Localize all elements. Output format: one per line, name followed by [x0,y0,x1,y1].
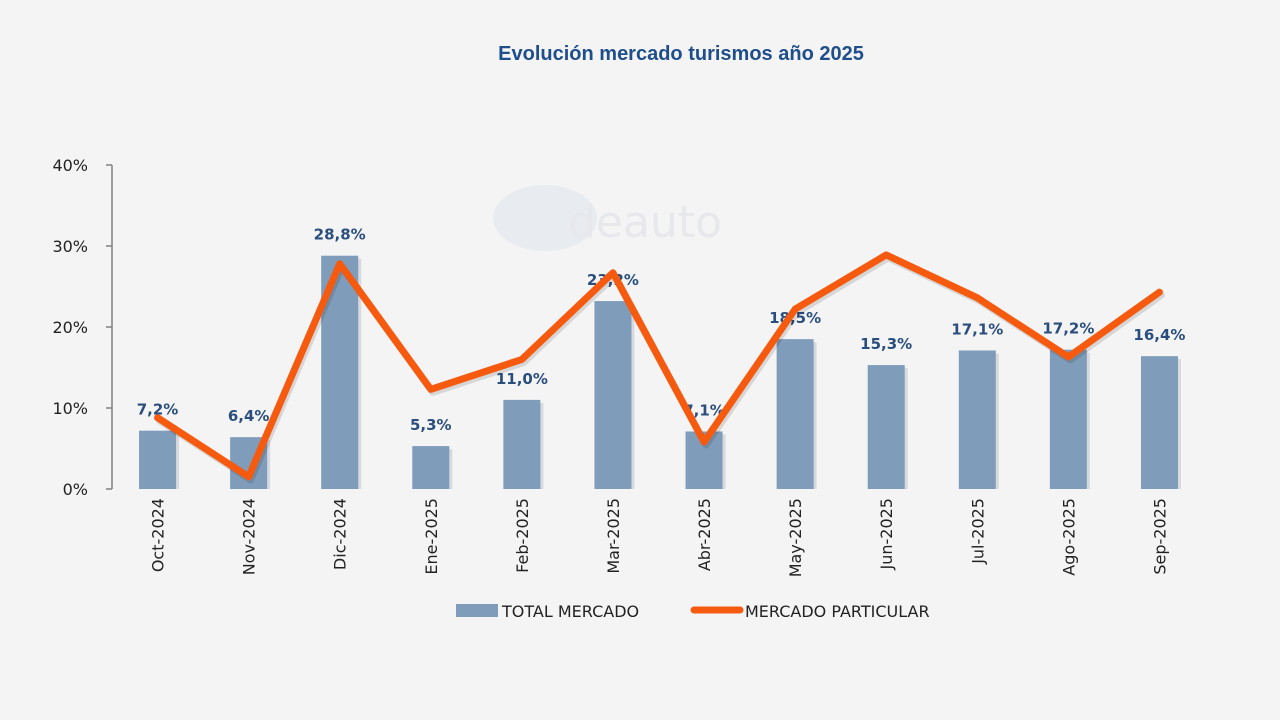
bar-labels: 7,2% 6,4%28,8%5,3%11,0%23,2%7,1%18,5%15,3… [137,226,1186,434]
line-mercado-particular [154,251,1163,481]
x-tick-label: Feb-2025 [513,498,532,573]
x-tick-label: Mar-2025 [604,498,623,574]
watermark-text: deauto [568,197,722,248]
line-series [154,251,1165,484]
legend-swatch-total-mercado [456,604,498,617]
bar [503,399,541,489]
y-tick-label: 40% [52,156,88,175]
y-tick-label: 20% [52,318,88,337]
y-tick-label: 30% [52,237,88,256]
bar [867,365,905,489]
x-tick-label: Abr-2025 [695,498,714,571]
bar-data-label: 11,0% [496,370,548,388]
bar-data-label: 5,3% [410,416,452,434]
x-tick-label: Nov-2024 [240,498,259,575]
bar-data-label: 15,3% [860,335,912,353]
bar-data-label: 17,2% [1042,320,1094,338]
bar-data-label: 6,4% [228,407,270,425]
bar [412,446,450,489]
bar [594,301,632,489]
y-axis: 0% 10% 20% 30% 40% [52,156,113,499]
legend: TOTAL MERCADO MERCADO PARTICULAR [456,602,930,621]
bar [1049,349,1087,489]
x-axis-labels: Oct-2024 Nov-2024 Dic-2024 Ene-2025 Feb-2025… [149,498,1170,577]
bar [1140,356,1178,489]
legend-label-mercado-particular: MERCADO PARTICULAR [745,602,930,621]
bar [776,339,814,489]
bar-data-label: 16,4% [1133,326,1185,344]
watermark-logo: deauto [493,185,722,251]
y-tick-label: 10% [52,399,88,418]
x-tick-label: Oct-2024 [149,498,168,572]
line-shadow [156,254,1165,484]
bar-data-label: 28,8% [314,226,366,244]
bar-data-label: 17,1% [951,320,1003,338]
chart-title: Evolución mercado turismos año 2025 [498,43,864,65]
x-tick-label: Jun-2025 [877,498,896,571]
x-tick-label: Sep-2025 [1150,498,1169,575]
x-tick-label: Ago-2025 [1059,498,1078,576]
bar-data-label: 7,2% [137,401,179,419]
bar [958,350,996,489]
legend-label-total-mercado: TOTAL MERCADO [501,602,639,621]
x-tick-label: Ene-2025 [422,498,441,575]
x-tick-label: May-2025 [786,498,805,577]
watermark-circle [493,185,597,251]
x-tick-label: Dic-2024 [331,498,350,570]
bar [139,430,177,489]
x-tick-label: Jul-2025 [968,498,987,565]
y-tick-label: 0% [63,480,88,499]
bar-data-label: 7,1% [683,401,725,419]
